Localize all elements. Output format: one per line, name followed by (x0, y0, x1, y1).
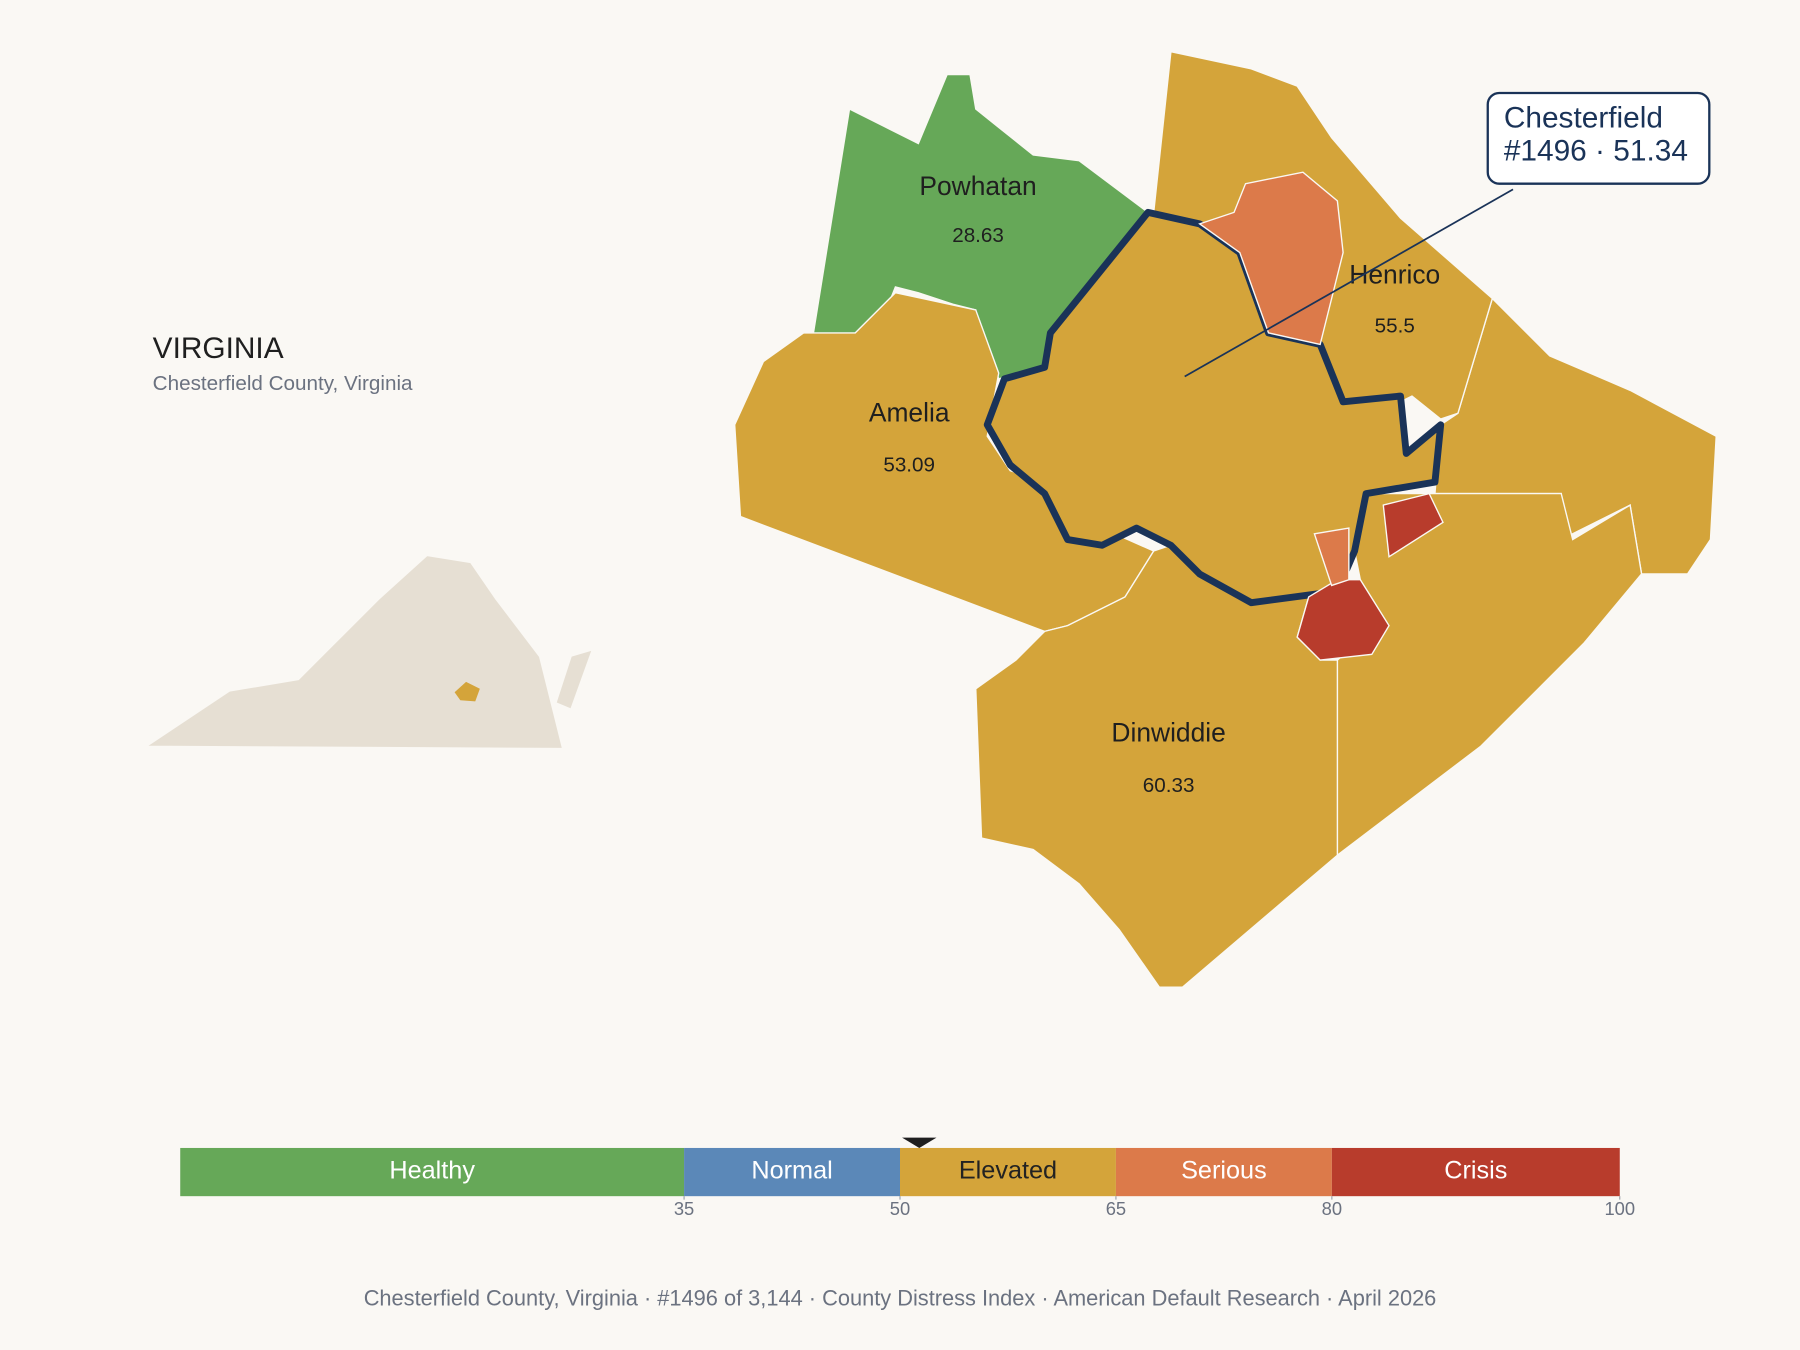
county-value: 55.5 (1375, 315, 1415, 338)
scale-band-label: Elevated (959, 1157, 1057, 1185)
state-shape (556, 650, 592, 709)
scale-tick-label: 35 (674, 1198, 694, 1219)
scale-band (1331, 1147, 1620, 1197)
callout-box (1486, 91, 1711, 185)
county-name: Powhatan (919, 171, 1036, 201)
focus-county (983, 208, 1445, 607)
scale-band (180, 1147, 685, 1197)
scale-tick-label: 100 (1604, 1198, 1635, 1219)
callout-leader (1184, 188, 1514, 378)
subtitle: Chesterfield County, Virginia (153, 372, 413, 395)
city (1313, 527, 1350, 587)
county-name: Dinwiddie (1111, 718, 1225, 748)
map: Powhatan28.63Henrico55.5Amelia53.09Dinwi… (733, 50, 1717, 988)
county-value: 53.09 (883, 454, 935, 477)
legend: Healthy Normal Elevated Serious Crisis 35 50 65… (180, 1137, 1635, 1219)
callout-name: Chesterfield (1504, 101, 1663, 134)
scale-marker (902, 1137, 937, 1148)
state-shape (145, 555, 564, 750)
scale-band-label: Normal (751, 1157, 832, 1185)
county-value: 28.63 (952, 224, 1004, 247)
scale-band (1115, 1147, 1332, 1197)
state-highlight (454, 681, 480, 702)
county-value: 60.33 (1143, 774, 1195, 797)
county-name: Amelia (869, 397, 950, 427)
scale-band-label: Healthy (389, 1157, 475, 1185)
callout: Chesterfield #1496 · 51.34 (1184, 91, 1711, 378)
city (1198, 171, 1344, 346)
scale-band-label: Crisis (1444, 1157, 1507, 1185)
scale-band (684, 1147, 900, 1197)
title: VIRGINIA (153, 332, 284, 365)
footer: Chesterfield County, Virginia · #1496 of… (364, 1285, 1437, 1310)
scale-band (900, 1147, 1116, 1197)
callout-label: #1496 · 51.34 (1504, 135, 1688, 168)
city (1382, 492, 1444, 558)
scale-tick-label: 80 (1322, 1198, 1342, 1219)
state-inset (145, 555, 592, 750)
scale-tick-label: 65 (1106, 1198, 1126, 1219)
scale-tick-label: 50 (890, 1198, 910, 1219)
scale-band-label: Serious (1181, 1157, 1267, 1185)
